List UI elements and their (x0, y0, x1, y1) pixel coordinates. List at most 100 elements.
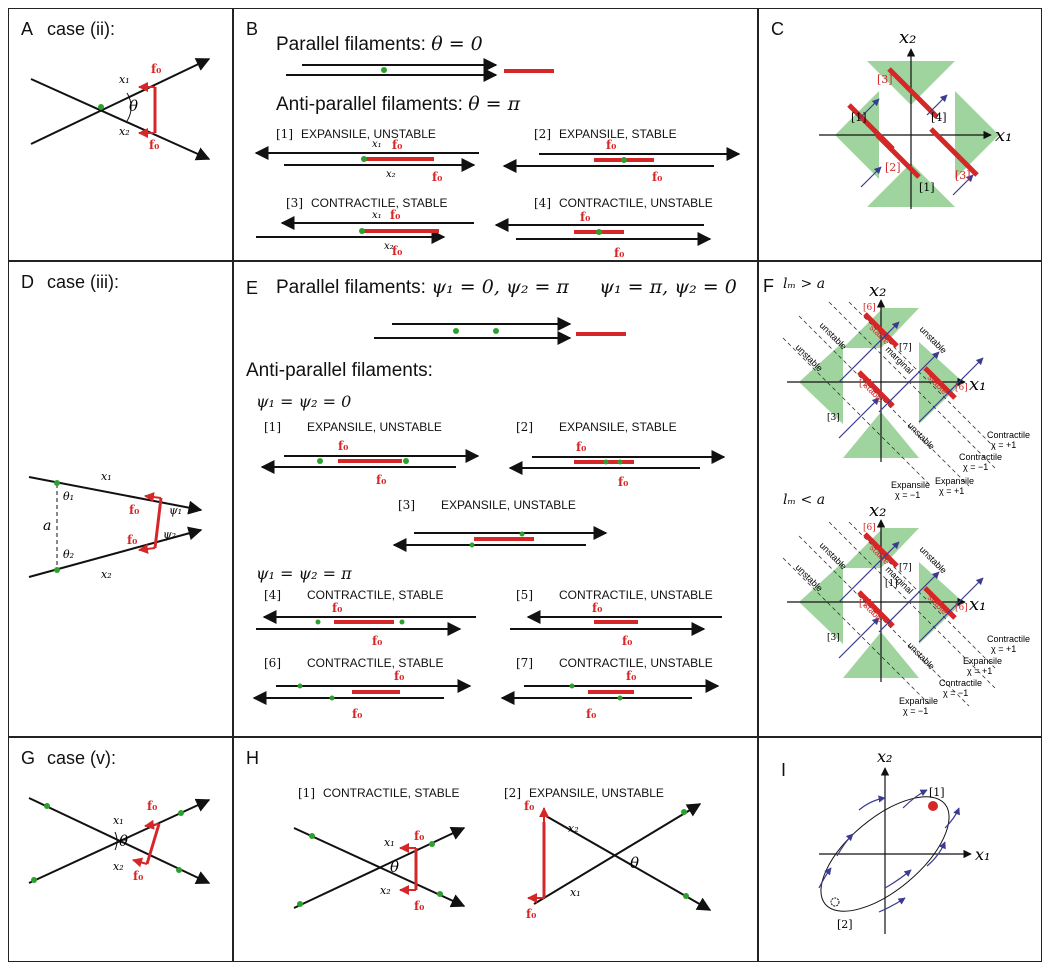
b-m2-f0-bottom: f₀ (652, 170, 662, 184)
e-m4-f0-bottom: f₀ (372, 634, 382, 648)
c-stable-line-4 (847, 103, 895, 151)
panel-i: I x₁ x₂ [1] [2] (758, 737, 1042, 962)
g-x2: x₂ (113, 860, 124, 873)
f-top-n6a: [6] (863, 303, 876, 313)
panel-d-diagram: a θ₁ θ₂ ψ₁ ψ₂ x₁ x₂ f₀ f₀ (28, 470, 203, 581)
b-mode-4-index: [4] (534, 196, 551, 210)
b-m1-bead (361, 156, 367, 162)
b-mode-3-label: CONTRACTILE, STABLE (311, 196, 448, 210)
e-mode-6: [6] CONTRACTILE, STABLE (264, 656, 443, 670)
e-m6-f0-top: f₀ (394, 669, 404, 683)
f-bot-n6a: [6] (863, 523, 876, 533)
panel-h-letter: H (246, 748, 259, 768)
b-m3-f0-top: f₀ (390, 208, 400, 222)
e-m2-bead-2 (617, 459, 623, 465)
f-top-chi-3: χ = +1 (939, 486, 964, 496)
g-bead-1 (44, 803, 50, 809)
i-x2-label: x₂ (877, 747, 892, 766)
panel-a: A case (ii): θ x₁ x₂ f₀ f₀ (8, 8, 233, 261)
h-mode-1-label: CONTRACTILE, STABLE (323, 786, 460, 800)
c-label-3b: [3] (955, 169, 971, 182)
e-m7-bead-1 (569, 683, 575, 689)
b-mode-4-label: CONTRACTILE, UNSTABLE (559, 196, 713, 210)
f-bot-contractile-1: Contractile (987, 634, 1030, 644)
e-m6-bead-1 (297, 683, 303, 689)
e-m5-f0-bottom: f₀ (622, 634, 632, 648)
d-force-top (144, 492, 162, 503)
f0-top: f₀ (151, 62, 161, 76)
b-mode-2-index: [2] (534, 127, 551, 141)
e-mode-5-label: CONTRACTILE, UNSTABLE (559, 588, 713, 602)
b-mode-1: [1] EXPANSILE, UNSTABLE (276, 127, 436, 141)
e-mode-3-index: [3] (398, 498, 415, 512)
e-m2-f0-top: f₀ (576, 440, 586, 454)
f-top-condition: lₘ > a (783, 276, 826, 292)
h2-x1: x₁ (570, 886, 581, 899)
h2-x2: x₂ (568, 822, 579, 835)
e-m3-bead-2 (469, 542, 475, 548)
f-bot-contractile-2: Contractile (939, 678, 982, 688)
h-mode-2-label: EXPANSILE, UNSTABLE (529, 786, 664, 800)
panel-e-diagram: f₀ f₀ f₀ f₀ f₀ f₀ (252, 317, 726, 721)
b-m3-x2: x₂ (384, 241, 394, 252)
e-m1-f0-bottom: f₀ (376, 473, 386, 487)
i-x1-label: x₁ (975, 845, 990, 864)
f-bot-expansile-1: Expansile (963, 656, 1002, 666)
h2-bead-1 (681, 809, 687, 815)
e-anti-heading: Anti-parallel filaments: (246, 360, 433, 381)
b-parallel-math: θ = 0 (431, 33, 483, 55)
i-flow-arrows (818, 789, 960, 913)
e-mode-2-index: [2] (516, 420, 533, 434)
e-m4-bead-2 (399, 619, 405, 625)
b-m3-x1: x₁ (372, 210, 382, 221)
f-top-contractile-2: Contractile (959, 452, 1002, 462)
e-mode-1-label: EXPANSILE, UNSTABLE (307, 420, 442, 434)
panel-c-phase-diagram: x₁ x₂ [3] [1] [4] [2] [1] [3] (819, 27, 1012, 209)
e-par-bead-1 (453, 328, 459, 334)
e-mode-4-index: [4] (264, 588, 281, 602)
f-top-diagram: x₁ x₂ sta (782, 280, 1030, 500)
f-top-unstable-2: unstable (794, 342, 825, 373)
i-label-2: [2] (837, 918, 853, 931)
d-theta1-label: θ₁ (63, 490, 74, 503)
d-theta2-label: θ₂ (63, 548, 74, 561)
b-m1-f0-bottom: f₀ (432, 170, 442, 184)
f-bot-x1: x₁ (969, 594, 986, 615)
filament-2 (30, 58, 211, 145)
b-parallel-heading: Parallel filaments: θ = 0 (276, 33, 483, 56)
f-bot-n1: [1] (885, 579, 898, 589)
panel-d: D case (iii): a θ₁ θ₂ ψ₁ ψ₂ x₁ x₂ f₀ f₀ (8, 261, 233, 737)
panel-c: C x₁ x₂ (758, 8, 1042, 261)
i-stable-point (928, 801, 938, 811)
e-mode-5: [5] CONTRACTILE, UNSTABLE (516, 588, 713, 602)
g-f0-top: f₀ (147, 799, 157, 813)
panel-i-letter: I (781, 760, 787, 780)
panel-a-diagram: θ x₁ x₂ f₀ f₀ (30, 58, 211, 161)
b-m1-x2: x₂ (386, 169, 396, 180)
e-m2-bead-1 (603, 459, 609, 465)
theta-label: θ (129, 97, 138, 115)
x2-label: x₂ (119, 125, 130, 138)
x1-label: x₁ (119, 73, 130, 86)
h1-x2: x₂ (380, 884, 391, 897)
h1-theta: θ (390, 858, 399, 876)
b-m4-f0-bottom: f₀ (614, 246, 624, 260)
e-parallel-text: Parallel filaments: (276, 277, 426, 298)
e-mode-5-index: [5] (516, 588, 533, 602)
panel-g-diagram: θ x₁ x₂ f₀ f₀ (28, 797, 211, 884)
d-a-label: a (43, 518, 51, 534)
panel-g-title: case (v): (47, 748, 117, 768)
f-bot-chi-4: χ = −1 (903, 706, 928, 716)
g-theta: θ (119, 832, 128, 850)
h-mode-2: [2] EXPANSILE, UNSTABLE (504, 786, 664, 800)
c-stable-line-1 (887, 67, 939, 119)
b-parallel-text: Parallel filaments: (276, 34, 426, 55)
e-m6-bead-2 (329, 695, 335, 701)
f-bottom-condition: lₘ < a (783, 492, 826, 508)
e-parallel-math: ψ₁ = 0, ψ₂ = π ψ₁ = π, ψ₂ = 0 (431, 276, 737, 298)
b-m3-bead (359, 228, 365, 234)
b-m4-f0-top: f₀ (580, 210, 590, 224)
f-bot-chi-3: χ = −1 (943, 688, 968, 698)
c-flow-arrows (858, 94, 974, 196)
i-label-1: [1] (929, 786, 945, 799)
